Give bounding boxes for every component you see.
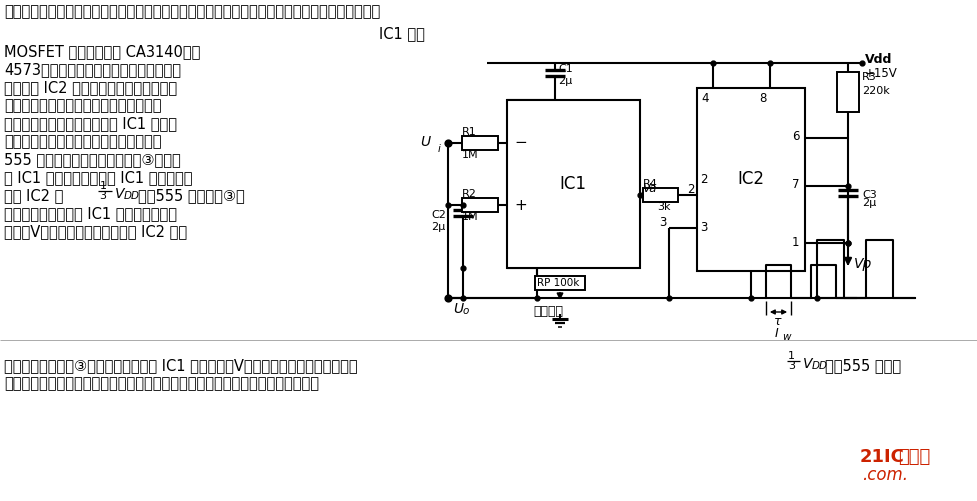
Bar — [507, 100, 640, 268]
Text: 3: 3 — [788, 361, 795, 371]
Text: 1: 1 — [100, 181, 107, 191]
Text: 1: 1 — [788, 351, 795, 361]
Text: Va: Va — [642, 182, 657, 195]
Text: V: V — [803, 357, 813, 371]
Bar — [697, 88, 805, 271]
Text: 3: 3 — [99, 191, 106, 201]
Text: 1: 1 — [792, 236, 799, 249]
Text: 本电压一频率变换器由一个差分积分电路和一个单稳触发延时电路组成，常用于电压一频率转换。: 本电压一频率变换器由一个差分积分电路和一个单稳触发延时电路组成，常用于电压一频率… — [4, 4, 380, 19]
Text: DD: DD — [812, 361, 828, 371]
Text: 时，555 定时器的③脚: 时，555 定时器的③脚 — [138, 188, 245, 203]
Text: C2: C2 — [431, 210, 446, 220]
Text: 电子网: 电子网 — [898, 448, 930, 466]
Text: Vp: Vp — [854, 257, 872, 271]
Text: w: w — [782, 332, 790, 342]
Text: Vdd: Vdd — [865, 53, 892, 66]
Text: U: U — [420, 135, 430, 149]
Text: 时，555 定时器: 时，555 定时器 — [825, 358, 901, 373]
Text: 1M: 1M — [462, 150, 479, 160]
Text: R3: R3 — [862, 72, 876, 82]
Text: 3: 3 — [659, 216, 667, 229]
Bar — [535, 276, 585, 290]
Text: IC1: IC1 — [560, 175, 586, 193]
Text: MOSFET 型运算放大器 CA3140（或: MOSFET 型运算放大器 CA3140（或 — [4, 44, 200, 59]
Text: 2: 2 — [687, 183, 695, 196]
Text: R1: R1 — [462, 127, 477, 137]
Text: 电至 IC2 的: 电至 IC2 的 — [4, 188, 64, 203]
Text: IC2: IC2 — [738, 170, 764, 188]
Text: 4: 4 — [701, 92, 708, 105]
Text: V: V — [115, 187, 124, 201]
Text: R2: R2 — [462, 189, 477, 199]
Text: 控制加至 IC2 的触发端。单稳触发电路的: 控制加至 IC2 的触发端。单稳触发电路的 — [4, 80, 177, 95]
Text: 2: 2 — [700, 173, 707, 186]
Text: 1M: 1M — [462, 212, 479, 222]
Text: R4: R4 — [643, 179, 658, 189]
Text: C1: C1 — [558, 64, 573, 74]
Text: o: o — [463, 306, 469, 316]
Text: U: U — [453, 302, 463, 316]
Text: 8: 8 — [759, 92, 766, 105]
Bar — [462, 198, 498, 212]
Text: 4573），组成差分输入的积分电路其输出: 4573），组成差分输入的积分电路其输出 — [4, 62, 181, 77]
Text: 6: 6 — [792, 130, 799, 143]
Text: 变积分的相位，使运算放大器 IC1 输出呈: 变积分的相位，使运算放大器 IC1 输出呈 — [4, 116, 177, 131]
Text: +: + — [514, 198, 527, 213]
Text: 失调电压: 失调电压 — [533, 305, 563, 318]
Text: 21IC: 21IC — [860, 448, 905, 466]
Text: −: − — [514, 135, 527, 150]
Text: 7: 7 — [792, 178, 799, 191]
Text: 2μ: 2μ — [558, 76, 573, 86]
Text: τ: τ — [774, 315, 782, 328]
Text: 3: 3 — [700, 221, 707, 234]
Text: 再次触发，如此循环，形成一定频率的振荡脉冲，实现了线性电压一频率的变换。: 再次触发，如此循环，形成一定频率的振荡脉冲，实现了线性电压一频率的变换。 — [4, 376, 319, 391]
Text: 至 IC1 的同相输入端，当 IC1 的输出端放: 至 IC1 的同相输入端，当 IC1 的输出端放 — [4, 170, 192, 185]
Text: +15V: +15V — [865, 67, 898, 80]
Text: DD: DD — [124, 191, 140, 201]
Text: C3: C3 — [862, 190, 876, 200]
Bar — [643, 188, 678, 202]
Text: 积分，V。电压呈线性增长。等到 IC2 单稳: 积分，V。电压呈线性增长。等到 IC2 单稳 — [4, 224, 188, 239]
Text: 2μ: 2μ — [431, 222, 446, 232]
Text: i: i — [438, 144, 441, 154]
Text: RP 100k: RP 100k — [537, 278, 579, 288]
Text: 3k: 3k — [657, 202, 670, 212]
Text: 2μ: 2μ — [862, 198, 876, 208]
Text: I: I — [775, 327, 779, 340]
Text: 220k: 220k — [862, 86, 890, 96]
Text: 输出高电平，反馈到 IC1 输入端进行同相: 输出高电平，反馈到 IC1 输入端进行同相 — [4, 206, 177, 221]
Text: IC1 采用: IC1 采用 — [379, 26, 425, 41]
Text: 结束时，其输出端③脚的低电平作用到 IC1 的同相端，V。则呈线性下降。等其到降至: 结束时，其输出端③脚的低电平作用到 IC1 的同相端，V。则呈线性下降。等其到降… — [4, 358, 358, 373]
Text: .com.: .com. — [862, 466, 908, 484]
Bar — [837, 72, 859, 112]
Text: 线性增长和线性下降的三角波变化。由于: 线性增长和线性下降的三角波变化。由于 — [4, 134, 161, 149]
Text: 555 定时器的输出脉冲方波从其③脚反馈: 555 定时器的输出脉冲方波从其③脚反馈 — [4, 152, 181, 167]
Bar — [462, 136, 498, 150]
Text: 输出又反馈至积分器的同相输入端，以改: 输出又反馈至积分器的同相输入端，以改 — [4, 98, 161, 113]
